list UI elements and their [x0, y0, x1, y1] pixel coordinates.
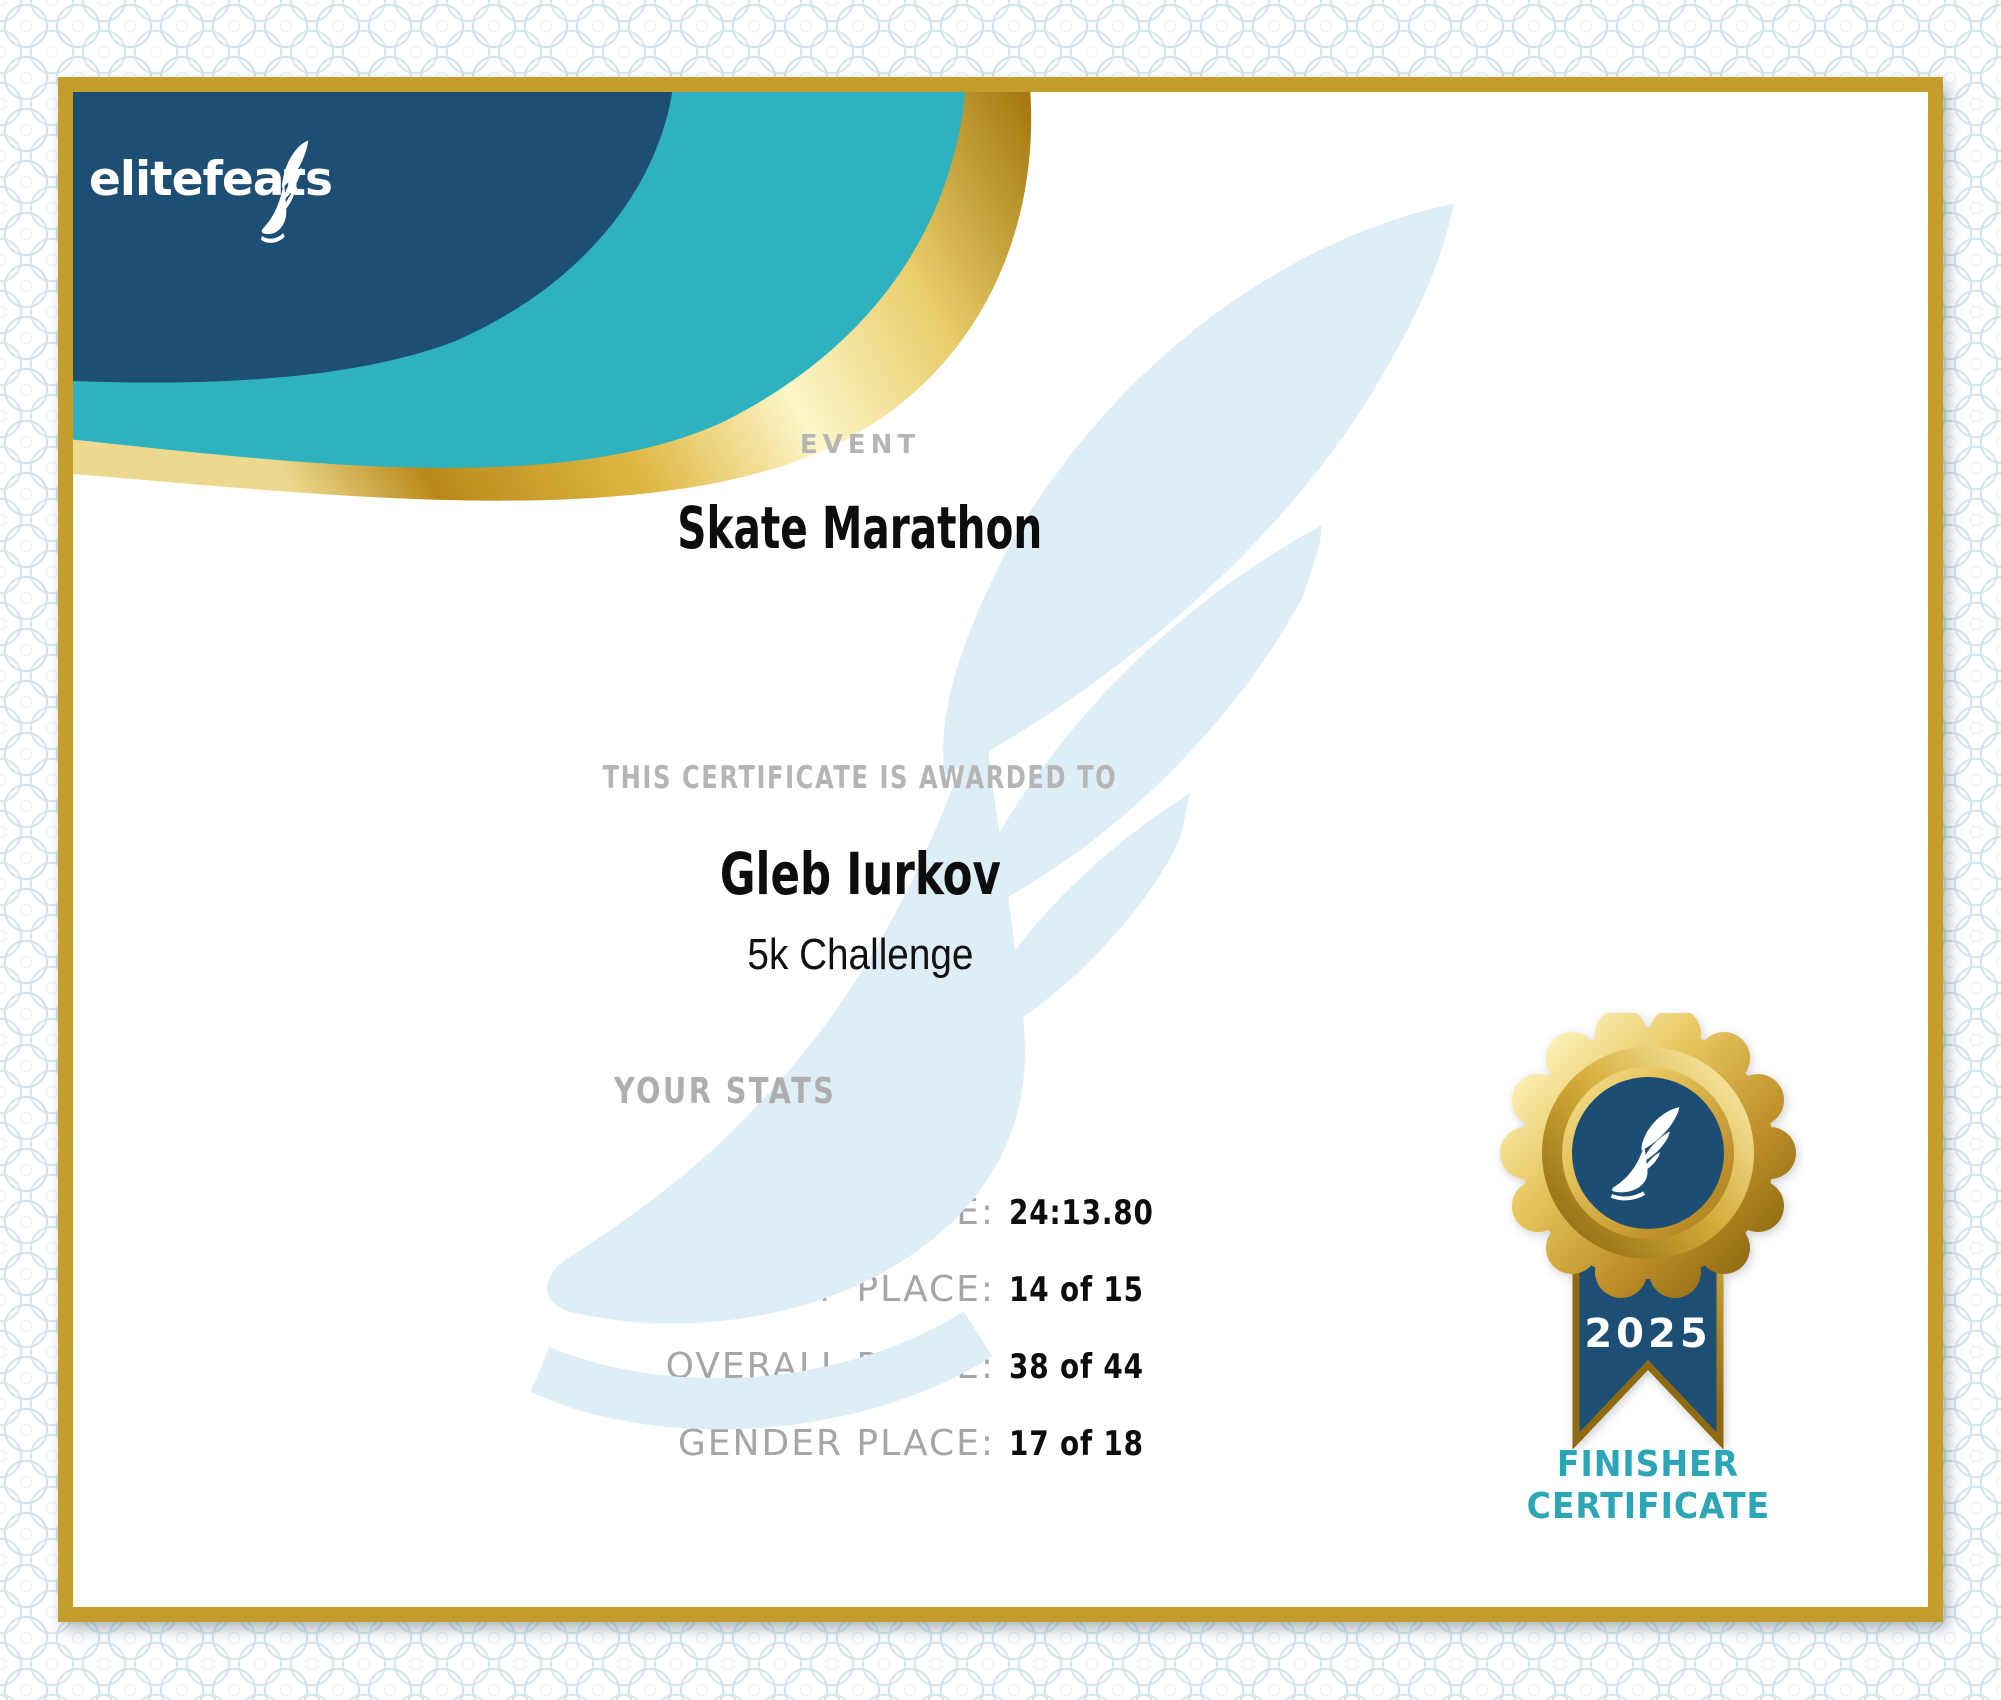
event-label-text: EVENT	[799, 430, 921, 460]
header-waves	[73, 92, 1032, 501]
medal-year: 2025	[1584, 1311, 1711, 1357]
stats-heading: YOUR STATS	[295, 1071, 1155, 1112]
division-name-text: 5k Challenge	[746, 930, 974, 979]
certificate-frame: elitefeats EVENT Skate Marathon THIS CER…	[58, 77, 1943, 1622]
stat-value: 14 of 15	[1009, 1269, 1144, 1310]
event-name: Skate Marathon	[430, 494, 1290, 562]
finisher-caption-line2: CERTIFICATE	[1526, 1486, 1770, 1528]
stat-value: 24:13.80	[1009, 1192, 1154, 1233]
stat-value: 17 of 18	[1009, 1423, 1144, 1464]
recipient-name: Gleb Iurkov	[430, 840, 1290, 908]
winged-foot-icon	[260, 140, 309, 243]
stats-heading-text: YOUR STATS	[613, 1071, 837, 1112]
stat-value: 38 of 44	[1009, 1346, 1144, 1387]
stat-row-gender-place: GENDER PLACE: 17 of 18	[425, 1405, 1575, 1482]
finisher-caption: FINISHER CERTIFICATE	[1498, 1444, 1798, 1529]
finisher-medal-badge: 2025	[1500, 1013, 1796, 1450]
stat-label: GENDER PLACE:	[677, 1423, 995, 1464]
award-intro: THIS CERTIFICATE IS AWARDED TO	[430, 760, 1290, 796]
division-name: 5k Challenge	[430, 930, 1290, 980]
award-intro-text: THIS CERTIFICATE IS AWARDED TO	[602, 760, 1118, 796]
event-name-text: Skate Marathon	[677, 494, 1043, 562]
event-section-label: EVENT	[430, 430, 1290, 460]
recipient-name-text: Gleb Iurkov	[719, 840, 1001, 908]
navy-wave	[73, 92, 673, 383]
finisher-caption-line1: FINISHER	[1556, 1444, 1740, 1485]
